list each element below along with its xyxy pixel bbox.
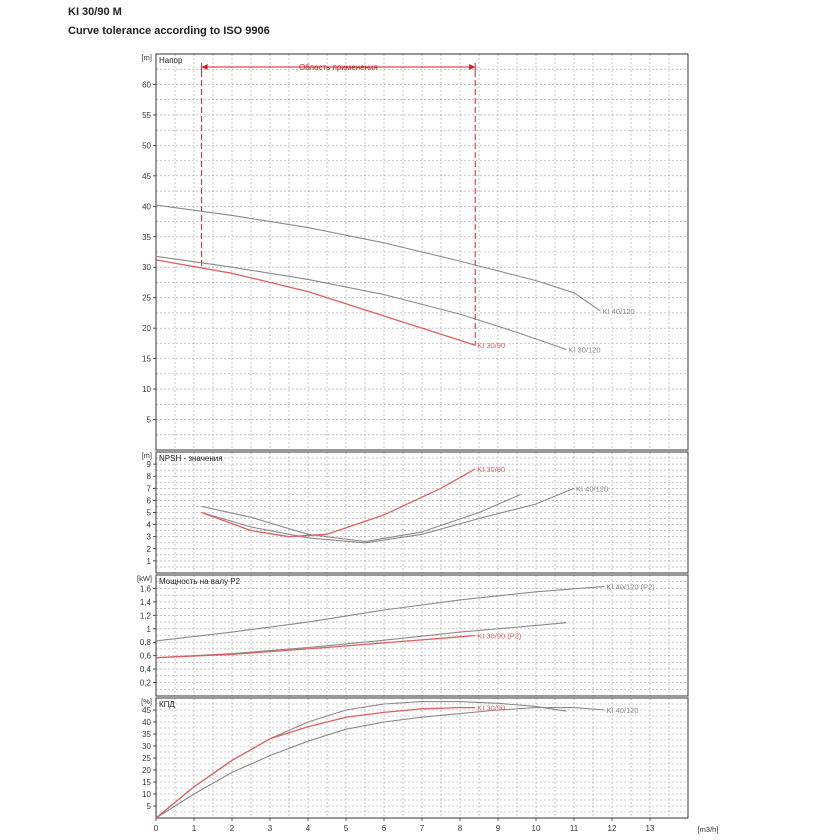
- efficiency-series-line: [155, 707, 605, 819]
- npsh-series-line: [201, 493, 522, 543]
- head-ytick-label: 35: [142, 233, 151, 242]
- x-axis-label: [m3/h]: [698, 825, 719, 834]
- x-tick-label: 12: [608, 824, 617, 833]
- head-ytick-label: 60: [142, 80, 151, 89]
- head-series-label: KI 30/90: [477, 341, 505, 350]
- power-series-line: [155, 634, 476, 659]
- chart-title: KI 30/90 M: [68, 6, 122, 18]
- chart-subtitle: Curve tolerance according to ISO 9906: [68, 25, 270, 37]
- x-tick-label: 1: [192, 824, 197, 833]
- npsh-ytick-label: 2: [147, 545, 152, 554]
- power-ytick-label: 1,6: [140, 584, 152, 593]
- power-series-line: [155, 585, 605, 642]
- efficiency-ytick-label: 25: [142, 754, 151, 763]
- head-series-line: [155, 259, 476, 346]
- npsh-ytick-label: 9: [147, 460, 152, 469]
- power-series-label: KI 40/120 (P2): [606, 582, 655, 591]
- npsh-series-line: [201, 468, 476, 538]
- head-ytick-label: 50: [142, 141, 151, 150]
- power-ytick-label: 0,2: [140, 679, 152, 688]
- head-ytick-label: 20: [142, 324, 151, 333]
- efficiency-ytick-label: 5: [147, 802, 152, 811]
- npsh-ytick-label: 7: [147, 484, 152, 493]
- power-ytick-label: 0,6: [140, 652, 152, 661]
- efficiency-series-line: [155, 701, 567, 819]
- npsh-ytick-label: 1: [147, 557, 152, 566]
- npsh-ytick-label: 6: [147, 496, 152, 505]
- x-tick-label: 4: [306, 824, 311, 833]
- head-ytick-label: 55: [142, 111, 151, 120]
- npsh-ytick-label: 8: [147, 472, 152, 481]
- x-tick-label: 11: [570, 824, 579, 833]
- head-ytick-label: 30: [142, 263, 151, 272]
- power-panel-title: Мощность на валу P2: [159, 577, 241, 586]
- range-arrow-right: [469, 64, 476, 70]
- x-tick-label: 0: [154, 824, 159, 833]
- head-ytick-label: 25: [142, 294, 151, 303]
- efficiency-ytick-label: 40: [142, 718, 151, 727]
- head-series-line: [155, 204, 601, 312]
- head-frame: [155, 53, 689, 451]
- head-ytick-label: 5: [147, 416, 152, 425]
- power-ytick-label: 1: [147, 625, 152, 634]
- x-tick-label: 9: [496, 824, 501, 833]
- x-tick-label: 3: [268, 824, 273, 833]
- power-series-label: KI 30/90 (P2): [477, 632, 522, 641]
- power-ytick-label: 0,8: [140, 638, 152, 647]
- npsh-ytick-label: 3: [147, 533, 152, 542]
- head-ytick-label: 10: [142, 385, 151, 394]
- efficiency-ytick-label: 15: [142, 778, 151, 787]
- power-unit-label: [kW]: [137, 574, 152, 583]
- efficiency-ytick-label: 20: [142, 766, 151, 775]
- head-series-label: KI 30/120: [568, 345, 600, 354]
- efficiency-ytick-label: 45: [142, 706, 151, 715]
- x-tick-label: 10: [532, 824, 541, 833]
- npsh-series-line: [201, 487, 575, 544]
- power-ytick-label: 1,4: [140, 598, 152, 607]
- head-series-label: KI 40/120: [603, 307, 635, 316]
- npsh-unit-label: [m]: [142, 451, 152, 460]
- head-ytick-label: 40: [142, 202, 151, 211]
- efficiency-unit-label: [%]: [141, 697, 152, 706]
- efficiency-ytick-label: 10: [142, 790, 151, 799]
- x-tick-label: 13: [646, 824, 655, 833]
- npsh-series-label: KI 30/90: [477, 465, 505, 474]
- efficiency-ytick-label: 35: [142, 730, 151, 739]
- range-label: Область применения: [299, 63, 378, 72]
- npsh-series-label: KI 40/120: [576, 484, 608, 493]
- npsh-panel-title: NPSH - значения: [159, 454, 223, 463]
- efficiency-series-line: [155, 706, 476, 819]
- power-series-line: [155, 622, 567, 659]
- head-ytick-label: 45: [142, 172, 151, 181]
- x-tick-label: 2: [230, 824, 235, 833]
- x-tick-label: 5: [344, 824, 349, 833]
- npsh-ytick-label: 4: [147, 521, 152, 530]
- efficiency-panel-title: КПД: [159, 700, 175, 709]
- efficiency-series-label: KI 40/120: [606, 706, 638, 715]
- npsh-ytick-label: 5: [147, 509, 152, 518]
- x-tick-label: 7: [420, 824, 425, 833]
- range-arrow-left: [201, 64, 208, 70]
- head-unit-label: [m]: [142, 53, 152, 62]
- head-series-line: [155, 255, 567, 351]
- power-frame: [155, 574, 689, 697]
- efficiency-series-label: KI 30/90: [477, 704, 505, 713]
- efficiency-ytick-label: 30: [142, 742, 151, 751]
- power-ytick-label: 1,2: [140, 611, 152, 620]
- x-tick-label: 8: [458, 824, 463, 833]
- x-tick-label: 6: [382, 824, 387, 833]
- head-panel-title: Напор: [159, 56, 183, 65]
- head-ytick-label: 15: [142, 355, 151, 364]
- power-ytick-label: 0,4: [140, 665, 152, 674]
